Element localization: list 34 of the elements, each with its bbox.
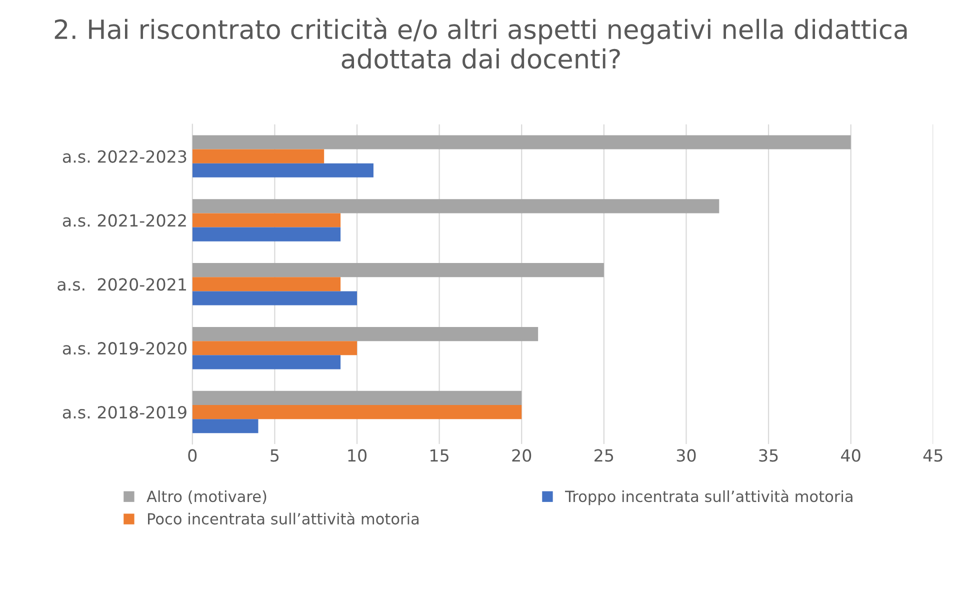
legend-label: Troppo incentrata sull’attività motoria — [565, 490, 852, 506]
bar — [192, 199, 720, 214]
y-tick-label: a.s. 2020-2021 — [58, 278, 186, 291]
bar — [192, 291, 358, 306]
x-tick-label: 10 — [348, 449, 367, 462]
x-tick-label: 20 — [512, 449, 532, 462]
bar — [192, 163, 374, 178]
x-tick-label: 30 — [676, 449, 696, 462]
bar — [192, 263, 604, 278]
bar — [192, 135, 851, 150]
bar — [192, 149, 324, 164]
y-tick-label: a.s. 2019-2020 — [62, 342, 186, 355]
bar — [192, 227, 341, 242]
x-tick-label: 35 — [759, 449, 778, 462]
bar — [192, 213, 341, 228]
bar — [192, 405, 522, 420]
y-tick-label: a.s. 2018-2019 — [62, 406, 186, 419]
x-tick-label: 0 — [188, 449, 197, 462]
bar — [192, 390, 522, 405]
y-tick-label: a.s. 2022-2023 — [62, 150, 186, 163]
chart-title: 2. Hai riscontrato criticità e/o altri aspetti negativi nella didattica adottata dai docenti? — [54, 18, 907, 69]
bar — [192, 355, 341, 370]
bar — [192, 277, 341, 292]
y-tick-label: a.s. 2021-2022 — [62, 214, 186, 227]
legend-label: Poco incentrata sull’attività motoria — [148, 512, 419, 525]
x-tick-label: 25 — [594, 449, 614, 462]
bar — [192, 341, 358, 356]
x-tick-label: 5 — [270, 449, 279, 462]
x-tick-label: 45 — [923, 449, 942, 462]
bar — [192, 326, 538, 342]
bar — [192, 419, 258, 434]
x-tick-label: 40 — [841, 449, 860, 462]
legend-label: Altro (motivare) — [146, 490, 266, 504]
x-tick-label: 15 — [430, 449, 448, 462]
